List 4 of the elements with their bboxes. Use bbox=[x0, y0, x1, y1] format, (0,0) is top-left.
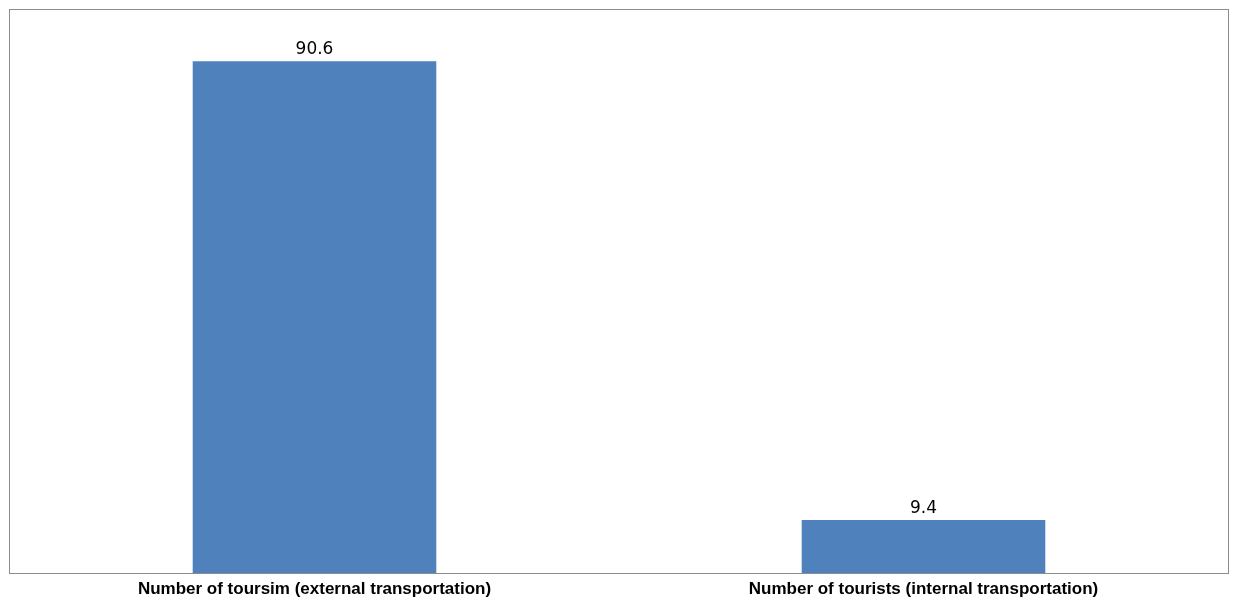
x-tick-label: Number of toursim (external transportation) bbox=[137, 579, 492, 599]
data-label: 9.4 bbox=[909, 496, 938, 517]
data-label: 90.6 bbox=[295, 38, 334, 59]
x-tick-label: Number of tourists (internal transportation) bbox=[748, 579, 1099, 599]
